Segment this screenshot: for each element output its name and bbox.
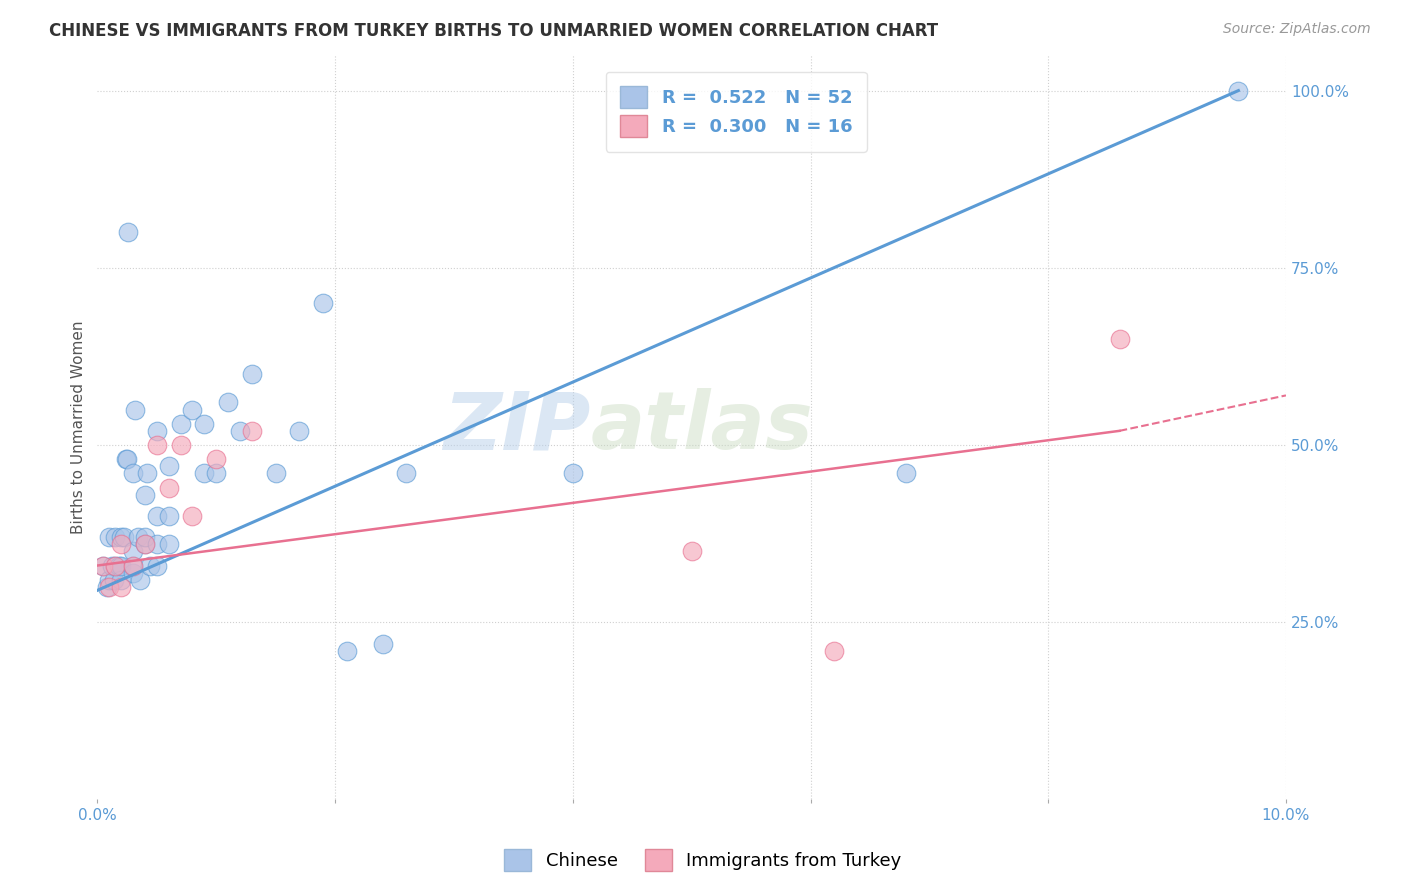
Point: [129, 573, 152, 587]
Point: [264, 467, 287, 481]
Point: [240, 367, 263, 381]
Point: [1227, 84, 1250, 98]
Point: [336, 643, 359, 657]
Point: [124, 402, 146, 417]
Point: [146, 424, 169, 438]
Point: [193, 417, 215, 431]
Point: [134, 537, 156, 551]
Text: ZIP: ZIP: [443, 388, 591, 467]
Point: [371, 636, 394, 650]
Point: [100, 558, 122, 573]
Point: [681, 544, 703, 558]
Point: [181, 508, 204, 523]
Point: [288, 424, 311, 438]
Point: [157, 459, 180, 474]
Point: [110, 558, 132, 573]
Point: [122, 544, 145, 558]
Point: [115, 452, 138, 467]
Point: [146, 537, 169, 551]
Point: [110, 530, 132, 544]
Text: Source: ZipAtlas.com: Source: ZipAtlas.com: [1223, 22, 1371, 37]
Point: [91, 558, 114, 573]
Y-axis label: Births to Unmarried Women: Births to Unmarried Women: [72, 320, 86, 534]
Point: [136, 467, 159, 481]
Point: [823, 643, 845, 657]
Point: [193, 467, 215, 481]
Point: [122, 558, 145, 573]
Point: [157, 537, 180, 551]
Point: [110, 580, 132, 594]
Point: [98, 530, 121, 544]
Point: [104, 558, 127, 573]
Point: [104, 530, 127, 544]
Point: [117, 225, 139, 239]
Point: [138, 558, 160, 573]
Point: [107, 558, 129, 573]
Point: [98, 573, 121, 587]
Point: [157, 508, 180, 523]
Point: [127, 530, 149, 544]
Point: [169, 417, 191, 431]
Point: [134, 537, 156, 551]
Point: [146, 558, 169, 573]
Point: [157, 481, 180, 495]
Text: atlas: atlas: [591, 388, 814, 467]
Point: [112, 530, 135, 544]
Point: [122, 558, 145, 573]
Point: [122, 467, 145, 481]
Text: CHINESE VS IMMIGRANTS FROM TURKEY BIRTHS TO UNMARRIED WOMEN CORRELATION CHART: CHINESE VS IMMIGRANTS FROM TURKEY BIRTHS…: [49, 22, 938, 40]
Point: [134, 530, 156, 544]
Point: [205, 452, 228, 467]
Point: [312, 296, 335, 310]
Point: [91, 558, 114, 573]
Point: [110, 573, 132, 587]
Point: [205, 467, 228, 481]
Point: [146, 438, 169, 452]
Point: [96, 580, 118, 594]
Point: [115, 452, 138, 467]
Point: [181, 402, 204, 417]
Point: [561, 467, 583, 481]
Point: [229, 424, 252, 438]
Point: [1108, 332, 1130, 346]
Legend: R =  0.522   N = 52, R =  0.300   N = 16: R = 0.522 N = 52, R = 0.300 N = 16: [606, 71, 866, 152]
Point: [122, 566, 145, 580]
Legend: Chinese, Immigrants from Turkey: Chinese, Immigrants from Turkey: [498, 842, 908, 879]
Point: [110, 537, 132, 551]
Point: [217, 395, 239, 409]
Point: [146, 508, 169, 523]
Point: [395, 467, 418, 481]
Point: [134, 488, 156, 502]
Point: [169, 438, 191, 452]
Point: [104, 558, 127, 573]
Point: [240, 424, 263, 438]
Point: [103, 573, 125, 587]
Point: [98, 580, 121, 594]
Point: [894, 467, 917, 481]
